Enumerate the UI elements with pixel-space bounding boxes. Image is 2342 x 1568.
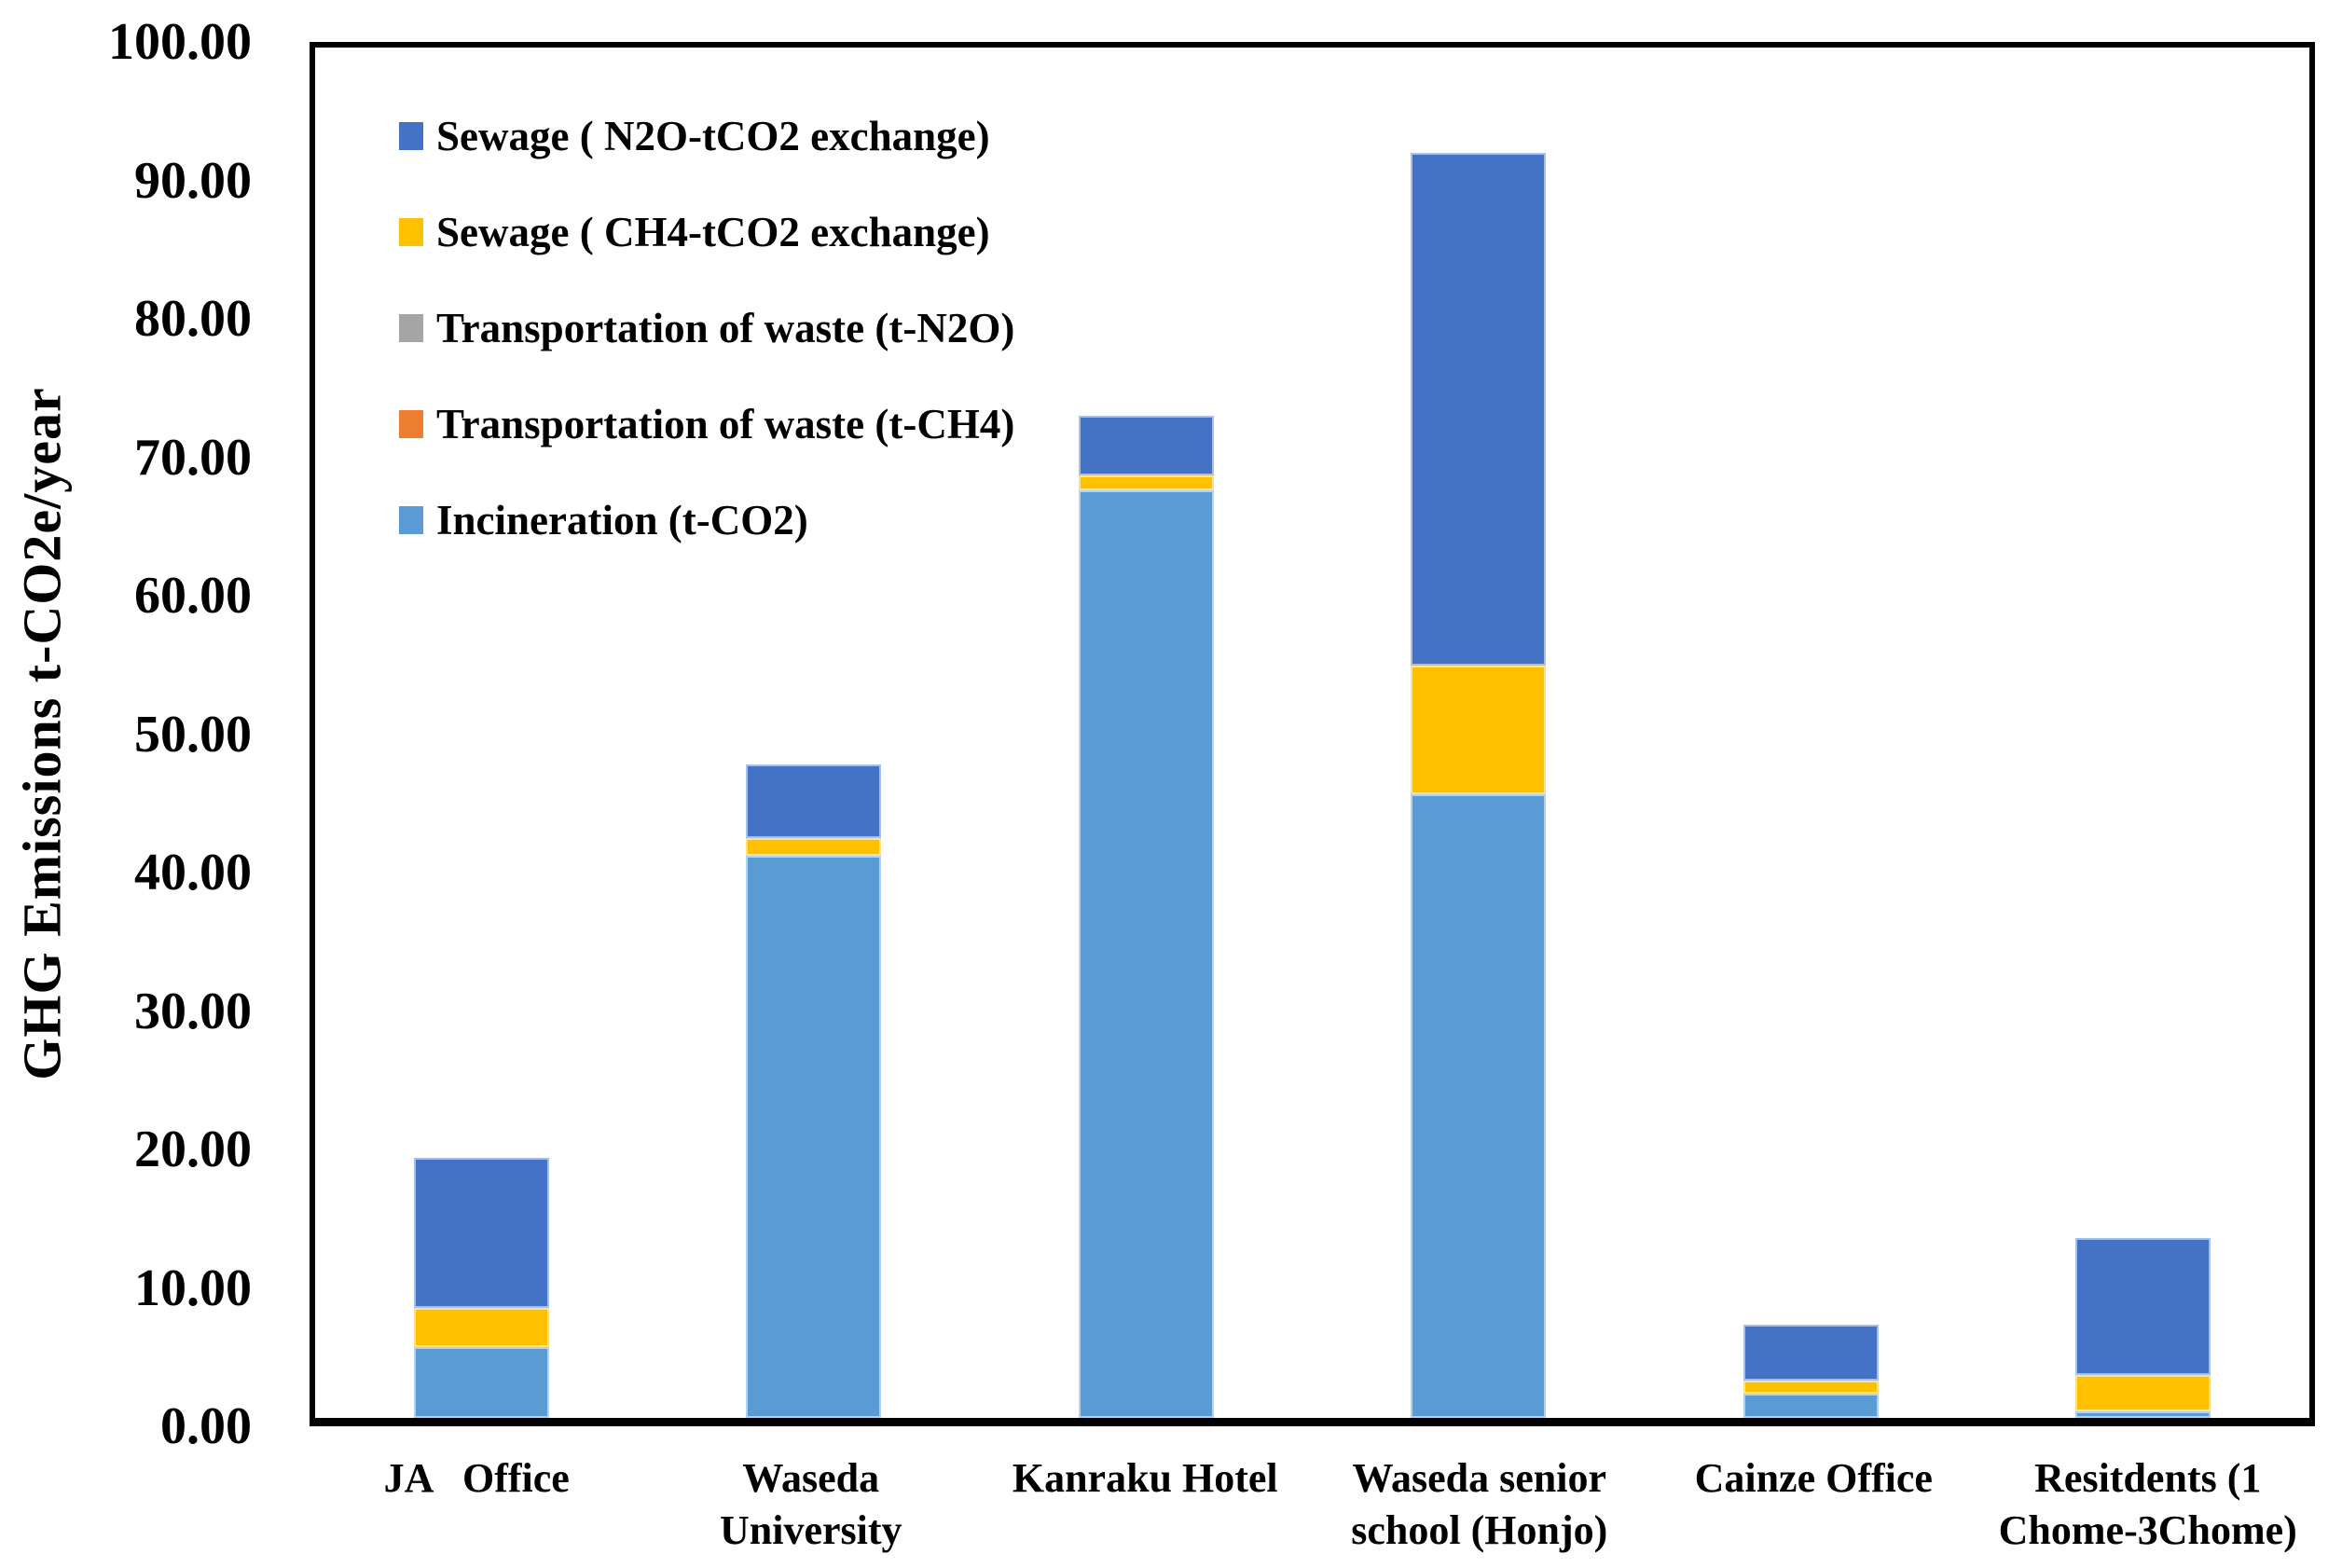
stacked-bar-1 bbox=[746, 763, 882, 1418]
y-tick-label: 10.00 bbox=[134, 1259, 252, 1317]
legend-label: Transportation of waste (t-CH4) bbox=[436, 401, 1015, 447]
legend-label: Transportation of waste (t-N2O) bbox=[436, 305, 1015, 351]
bar-segment bbox=[2075, 1238, 2211, 1376]
bar-segment bbox=[2075, 1410, 2211, 1418]
y-tick-label: 0.00 bbox=[160, 1397, 252, 1455]
legend-label: Sewage ( CH4-tCO2 exchange) bbox=[436, 209, 990, 255]
legend: Sewage ( N2O-tCO2 exchange) Sewage ( CH4-… bbox=[399, 113, 1014, 593]
bar-segment bbox=[413, 1157, 549, 1309]
bar-segment bbox=[1743, 1325, 1879, 1382]
y-tick-label: 90.00 bbox=[134, 151, 252, 210]
y-tick-label: 40.00 bbox=[134, 844, 252, 901]
plot-area: Sewage ( N2O-tCO2 exchange) Sewage ( CH4-… bbox=[310, 42, 2315, 1426]
bar-segment bbox=[413, 1346, 549, 1418]
x-axis-label: JA Office bbox=[383, 1455, 570, 1501]
bar-segment bbox=[413, 1308, 549, 1347]
legend-item: Sewage ( N2O-tCO2 exchange) bbox=[399, 113, 1014, 159]
legend-swatch-icon bbox=[399, 314, 423, 342]
bar-segment bbox=[1743, 1381, 1879, 1394]
y-tick-label: 20.00 bbox=[134, 1121, 252, 1178]
legend-item: Sewage ( CH4-tCO2 exchange) bbox=[399, 209, 1014, 255]
x-axis-label: Waseda University bbox=[719, 1455, 902, 1554]
stacked-bar-5 bbox=[2075, 1238, 2211, 1418]
stacked-bar-4 bbox=[1743, 1325, 1879, 1418]
y-tick-label: 60.00 bbox=[134, 567, 252, 625]
legend-item: Transportation of waste (t-CH4) bbox=[399, 401, 1014, 447]
x-axis-label: Kanraku Hotel bbox=[1012, 1455, 1278, 1501]
legend-swatch-icon bbox=[399, 218, 423, 246]
legend-swatch-icon bbox=[399, 122, 423, 150]
legend-swatch-icon bbox=[399, 506, 423, 534]
legend-label: Sewage ( N2O-tCO2 exchange) bbox=[436, 113, 990, 159]
bar-segment bbox=[1411, 153, 1547, 666]
y-tick-label: 70.00 bbox=[134, 428, 252, 487]
bar-segment bbox=[746, 763, 882, 839]
bar-segment bbox=[1078, 416, 1214, 475]
y-tick-label: 80.00 bbox=[134, 290, 252, 348]
x-axis-label: Waseda senior school (Honjo) bbox=[1351, 1455, 1608, 1554]
stacked-bar-3 bbox=[1411, 153, 1547, 1418]
bar-segment bbox=[746, 856, 882, 1418]
y-tick-label: 100.00 bbox=[108, 13, 252, 71]
x-axis-label: Resitdents (1 Chome-3Chome) bbox=[1998, 1455, 2297, 1554]
bar-segment bbox=[1411, 794, 1547, 1418]
bar-segment bbox=[1078, 489, 1214, 1418]
stacked-bar-2 bbox=[1078, 416, 1214, 1418]
bar-segment bbox=[2075, 1375, 2211, 1411]
bar-segment bbox=[1078, 475, 1214, 490]
legend-item: Transportation of waste (t-N2O) bbox=[399, 305, 1014, 351]
legend-label: Incineration (t-CO2) bbox=[436, 497, 808, 543]
bar-segment bbox=[746, 838, 882, 857]
y-tick-label: 30.00 bbox=[134, 982, 252, 1040]
y-tick-label: 50.00 bbox=[134, 705, 252, 763]
x-axis-label: Cainze Office bbox=[1694, 1455, 1933, 1501]
bar-segment bbox=[1743, 1393, 1879, 1418]
stacked-bar-0 bbox=[413, 1157, 549, 1418]
legend-swatch-icon bbox=[399, 410, 423, 438]
bar-segment bbox=[1411, 665, 1547, 795]
legend-item: Incineration (t-CO2) bbox=[399, 497, 1014, 543]
